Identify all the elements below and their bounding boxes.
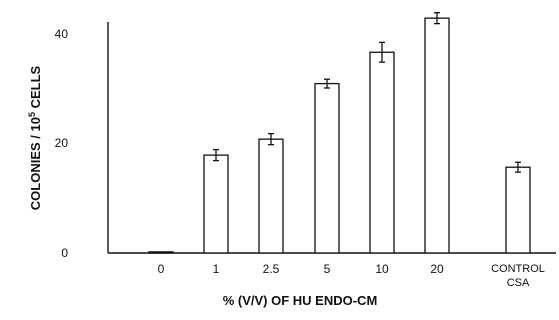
- bar-10: [369, 51, 395, 254]
- bar-control: [505, 166, 531, 254]
- x-axis-title: % (V/V) OF HU ENDO-CM: [223, 293, 378, 308]
- x-tick-label-1: 1: [213, 262, 220, 276]
- bar-5: [314, 82, 340, 254]
- bar-20: [424, 17, 450, 254]
- x-tick-label-10: 10: [375, 262, 389, 276]
- y-axis-title-exponent: 5: [27, 112, 37, 117]
- bar-2-5: [258, 138, 284, 254]
- y-tick-label-40: 40: [55, 27, 69, 41]
- x-tick-label-csa: CSA: [507, 277, 530, 289]
- x-tick-label-0: 0: [158, 262, 165, 276]
- x-tick-label-2-5: 2.5: [263, 262, 280, 276]
- y-axis-title-prefix: COLONIES / 10: [28, 117, 43, 210]
- x-tick-label-5: 5: [324, 262, 331, 276]
- bar-0: [148, 251, 174, 254]
- x-tick-label-20: 20: [430, 262, 444, 276]
- bar-1: [203, 154, 229, 254]
- y-tick-label-20: 20: [55, 136, 69, 150]
- bars-group: [148, 11, 531, 254]
- y-axis-title: COLONIES / 105 CELLS: [27, 65, 43, 210]
- y-axis-title-suffix: CELLS: [28, 65, 43, 112]
- x-tick-label-control: CONTROL: [491, 263, 545, 275]
- y-tick-label-0: 0: [61, 246, 68, 260]
